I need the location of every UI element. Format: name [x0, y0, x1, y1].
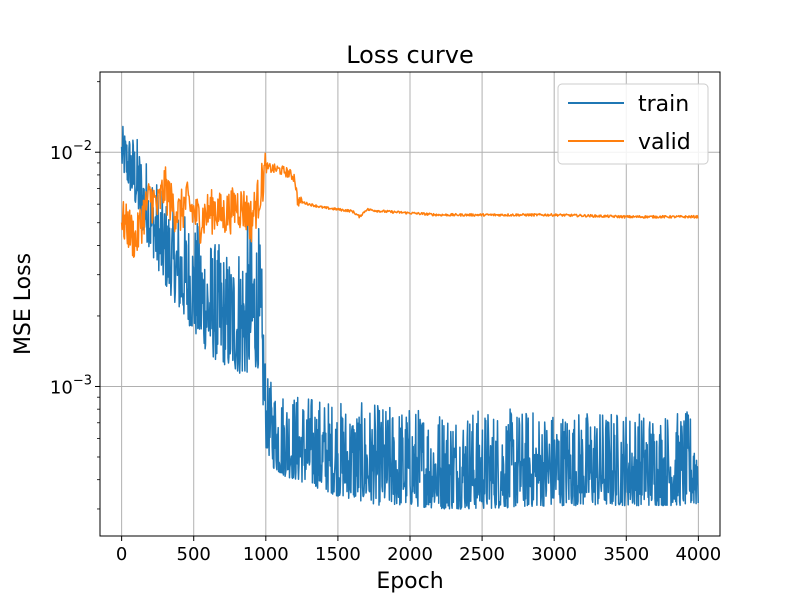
y-axis-label: MSE Loss — [11, 253, 36, 355]
legend-valid-label: valid — [638, 130, 691, 155]
legend-train-label: train — [638, 92, 689, 117]
series-line-train — [120, 125, 699, 510]
series-line-valid — [120, 152, 699, 258]
x-tick-label: 4000 — [675, 544, 721, 565]
legend: train valid — [557, 83, 709, 165]
chart-title: Loss curve — [346, 41, 474, 69]
x-axis-label: Epoch — [376, 569, 443, 594]
y-tick-label: 10−2 — [50, 139, 92, 164]
x-tick-label: 1500 — [315, 544, 361, 565]
x-tick-label: 2500 — [459, 544, 505, 565]
axis-ticks: 0 500 1000 1500 2000 2500 3000 3500 4000 10−2 10−3 — [50, 81, 721, 565]
x-tick-label: 3500 — [603, 544, 649, 565]
series-layer — [120, 125, 699, 510]
y-tick-label: 10−3 — [50, 373, 92, 398]
x-tick-label: 1000 — [243, 544, 289, 565]
x-tick-label: 500 — [177, 544, 211, 565]
x-tick-label: 0 — [116, 544, 127, 565]
x-tick-label: 2000 — [387, 544, 433, 565]
x-tick-label: 3000 — [531, 544, 577, 565]
